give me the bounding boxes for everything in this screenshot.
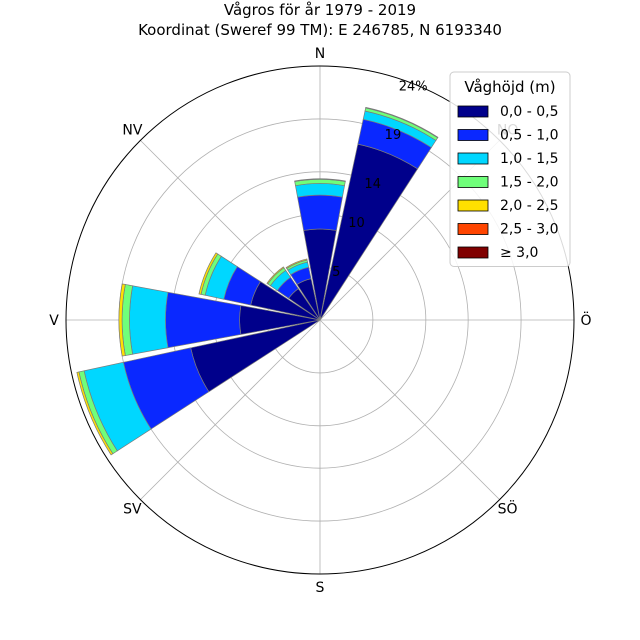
legend-item-label: 1,0 - 1,5 bbox=[500, 151, 558, 167]
radial-gridline bbox=[319, 319, 500, 500]
legend-title: Våghöjd (m) bbox=[464, 78, 555, 96]
legend-swatch bbox=[457, 152, 489, 165]
sector-bar-segment bbox=[118, 283, 126, 357]
compass-label-s: S bbox=[316, 580, 325, 596]
legend-item-label: 0,0 - 0,5 bbox=[500, 104, 558, 120]
compass-label-sö: SÖ bbox=[498, 500, 518, 518]
compass-label-n: N bbox=[315, 46, 325, 62]
legend-item-label: ≥ 3,0 bbox=[500, 245, 538, 261]
sector-bar-segment bbox=[285, 258, 308, 269]
sector-bar-segment bbox=[295, 183, 345, 198]
legend-swatch bbox=[457, 223, 489, 235]
legend-item-label: 0,5 - 1,0 bbox=[500, 128, 558, 144]
sector-bar-segment bbox=[76, 371, 114, 456]
ring-label: 5 bbox=[332, 265, 340, 280]
compass-label-ö: Ö bbox=[580, 311, 591, 329]
chart-title: Vågros för år 1979 - 2019 bbox=[223, 1, 417, 19]
ring-label: 14 bbox=[364, 177, 381, 192]
polar-frame bbox=[65, 65, 575, 575]
compass-label-v: V bbox=[49, 313, 59, 329]
legend-swatch bbox=[457, 176, 489, 188]
ring-label: 24% bbox=[399, 79, 428, 94]
sector-bars bbox=[76, 106, 439, 456]
sector-bar-segment bbox=[297, 194, 343, 231]
sector-bar-segment bbox=[266, 266, 285, 285]
legend-item-label: 1,5 - 2,0 bbox=[500, 175, 558, 191]
sector-bar-segment bbox=[129, 285, 169, 355]
legend-swatch bbox=[457, 199, 489, 212]
chart-subtitle: Koordinat (Sweref 99 TM): E 246785, N 61… bbox=[138, 21, 502, 39]
legend-box bbox=[449, 71, 571, 267]
radial-gridline bbox=[140, 319, 321, 500]
sector-bar-segment bbox=[294, 178, 346, 182]
legend: Våghöjd (m) 0,0 - 0,5 0,5 - 1,0 1,0 - 1,5 1,… bbox=[449, 71, 571, 267]
compass-label-sv: SV bbox=[123, 502, 142, 518]
legend-swatch bbox=[457, 129, 489, 141]
legend-item-label: 2,5 - 3,0 bbox=[500, 222, 558, 238]
legend-item-label: 2,0 - 2,5 bbox=[500, 198, 558, 214]
legend-swatch bbox=[457, 246, 489, 259]
axis-labels: NNOÖSÖSSVVNV510141924% bbox=[49, 46, 591, 596]
polar-frame-circle bbox=[65, 65, 575, 575]
ring-label: 10 bbox=[348, 216, 365, 231]
ring-label: 19 bbox=[385, 128, 402, 143]
chart-title-block: Vågros för år 1979 - 2019 Koordinat (Swe… bbox=[0, 0, 640, 40]
sector-bar-segment bbox=[198, 252, 219, 295]
legend-swatch bbox=[457, 105, 489, 118]
compass-label-nv: NV bbox=[122, 122, 142, 138]
sector-bar-segment bbox=[365, 106, 439, 139]
